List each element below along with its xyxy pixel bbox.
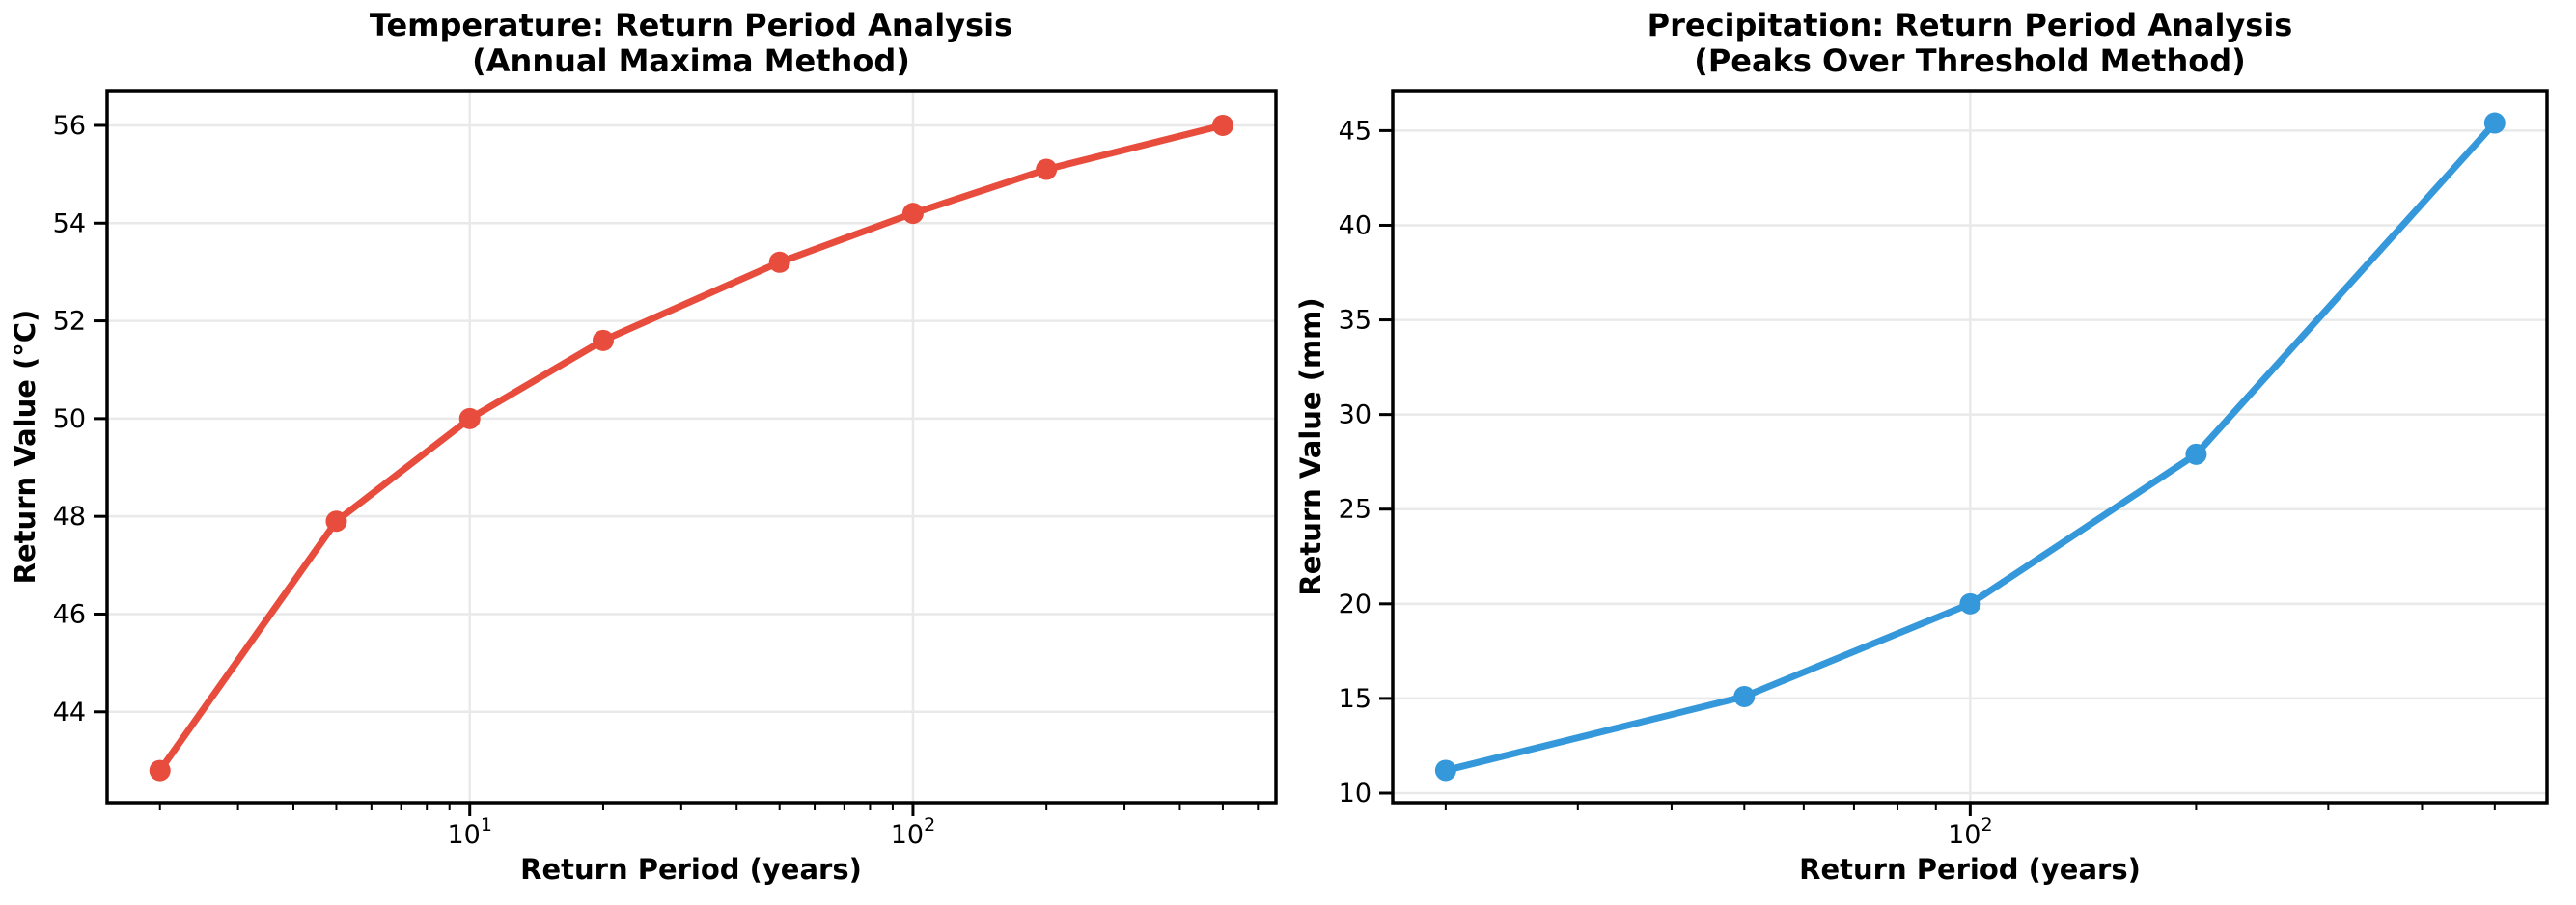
x-axis-label-temperature: Return Period (years) <box>520 853 862 886</box>
data-point-temperature <box>901 203 924 225</box>
y-tick-label: 10 <box>1339 779 1371 809</box>
data-point-temperature <box>458 407 481 429</box>
data-point-temperature <box>1036 158 1058 180</box>
chart-temperature: 44 46 48 50 52 54 56 101 102 <box>53 89 1278 850</box>
data-line-temperature <box>156 122 1227 775</box>
chart-title-precipitation-line1: Precipitation: Return Period Analysis <box>1647 7 2293 43</box>
y-tick-label: 40 <box>1339 210 1371 240</box>
x-tick-label: 102 <box>1948 814 1992 850</box>
chart-precipitation: 10 15 20 25 30 35 40 45 102 <box>1339 89 2549 850</box>
chart-title-precipitation-line2: (Peaks Over Threshold Method) <box>1694 42 2246 79</box>
data-point-temperature <box>768 251 790 273</box>
y-tick-label: 46 <box>53 599 86 629</box>
data-point-temperature <box>592 329 614 351</box>
chart-title-temperature-line1: Temperature: Return Period Analysis <box>369 7 1013 43</box>
data-point-temperature <box>149 759 171 782</box>
y-tick-label: 56 <box>53 111 86 141</box>
y-tick-label: 48 <box>53 502 86 532</box>
y-axis-label-temperature: Return Value (°C) <box>9 309 42 585</box>
data-point-temperature <box>325 510 347 533</box>
data-point-precipitation <box>1434 759 1456 782</box>
chart-title-precipitation: Precipitation: Return Period Analysis (P… <box>1648 8 2293 79</box>
y-axis-label-precipitation: Return Value (mm) <box>1294 297 1327 596</box>
y-tick-label: 52 <box>53 307 86 337</box>
y-tick-label: 25 <box>1339 495 1371 525</box>
chart-title-temperature: Temperature: Return Period Analysis (Ann… <box>370 8 1012 79</box>
data-point-precipitation <box>1733 685 1756 707</box>
x-tick-label: 102 <box>891 814 935 850</box>
y-tick-label: 44 <box>53 698 86 727</box>
x-tick-label: 101 <box>447 814 491 850</box>
data-point-temperature <box>1211 114 1233 136</box>
y-tick-label: 20 <box>1339 590 1371 619</box>
data-point-precipitation <box>1959 592 1981 615</box>
x-axis-label-precipitation: Return Period (years) <box>1799 853 2141 886</box>
data-point-precipitation <box>2483 112 2506 134</box>
y-tick-label: 50 <box>53 404 86 434</box>
y-tick-label: 45 <box>1339 116 1371 146</box>
plot-frame-precipitation <box>1391 89 2549 805</box>
data-point-precipitation <box>2185 443 2207 465</box>
y-tick-label: 54 <box>53 208 86 238</box>
y-tick-label: 15 <box>1339 684 1371 714</box>
y-tick-label: 35 <box>1339 306 1371 336</box>
y-tick-label: 30 <box>1339 400 1371 430</box>
plot-frame-temperature <box>105 89 1278 805</box>
chart-title-temperature-line2: (Annual Maxima Method) <box>472 42 910 79</box>
